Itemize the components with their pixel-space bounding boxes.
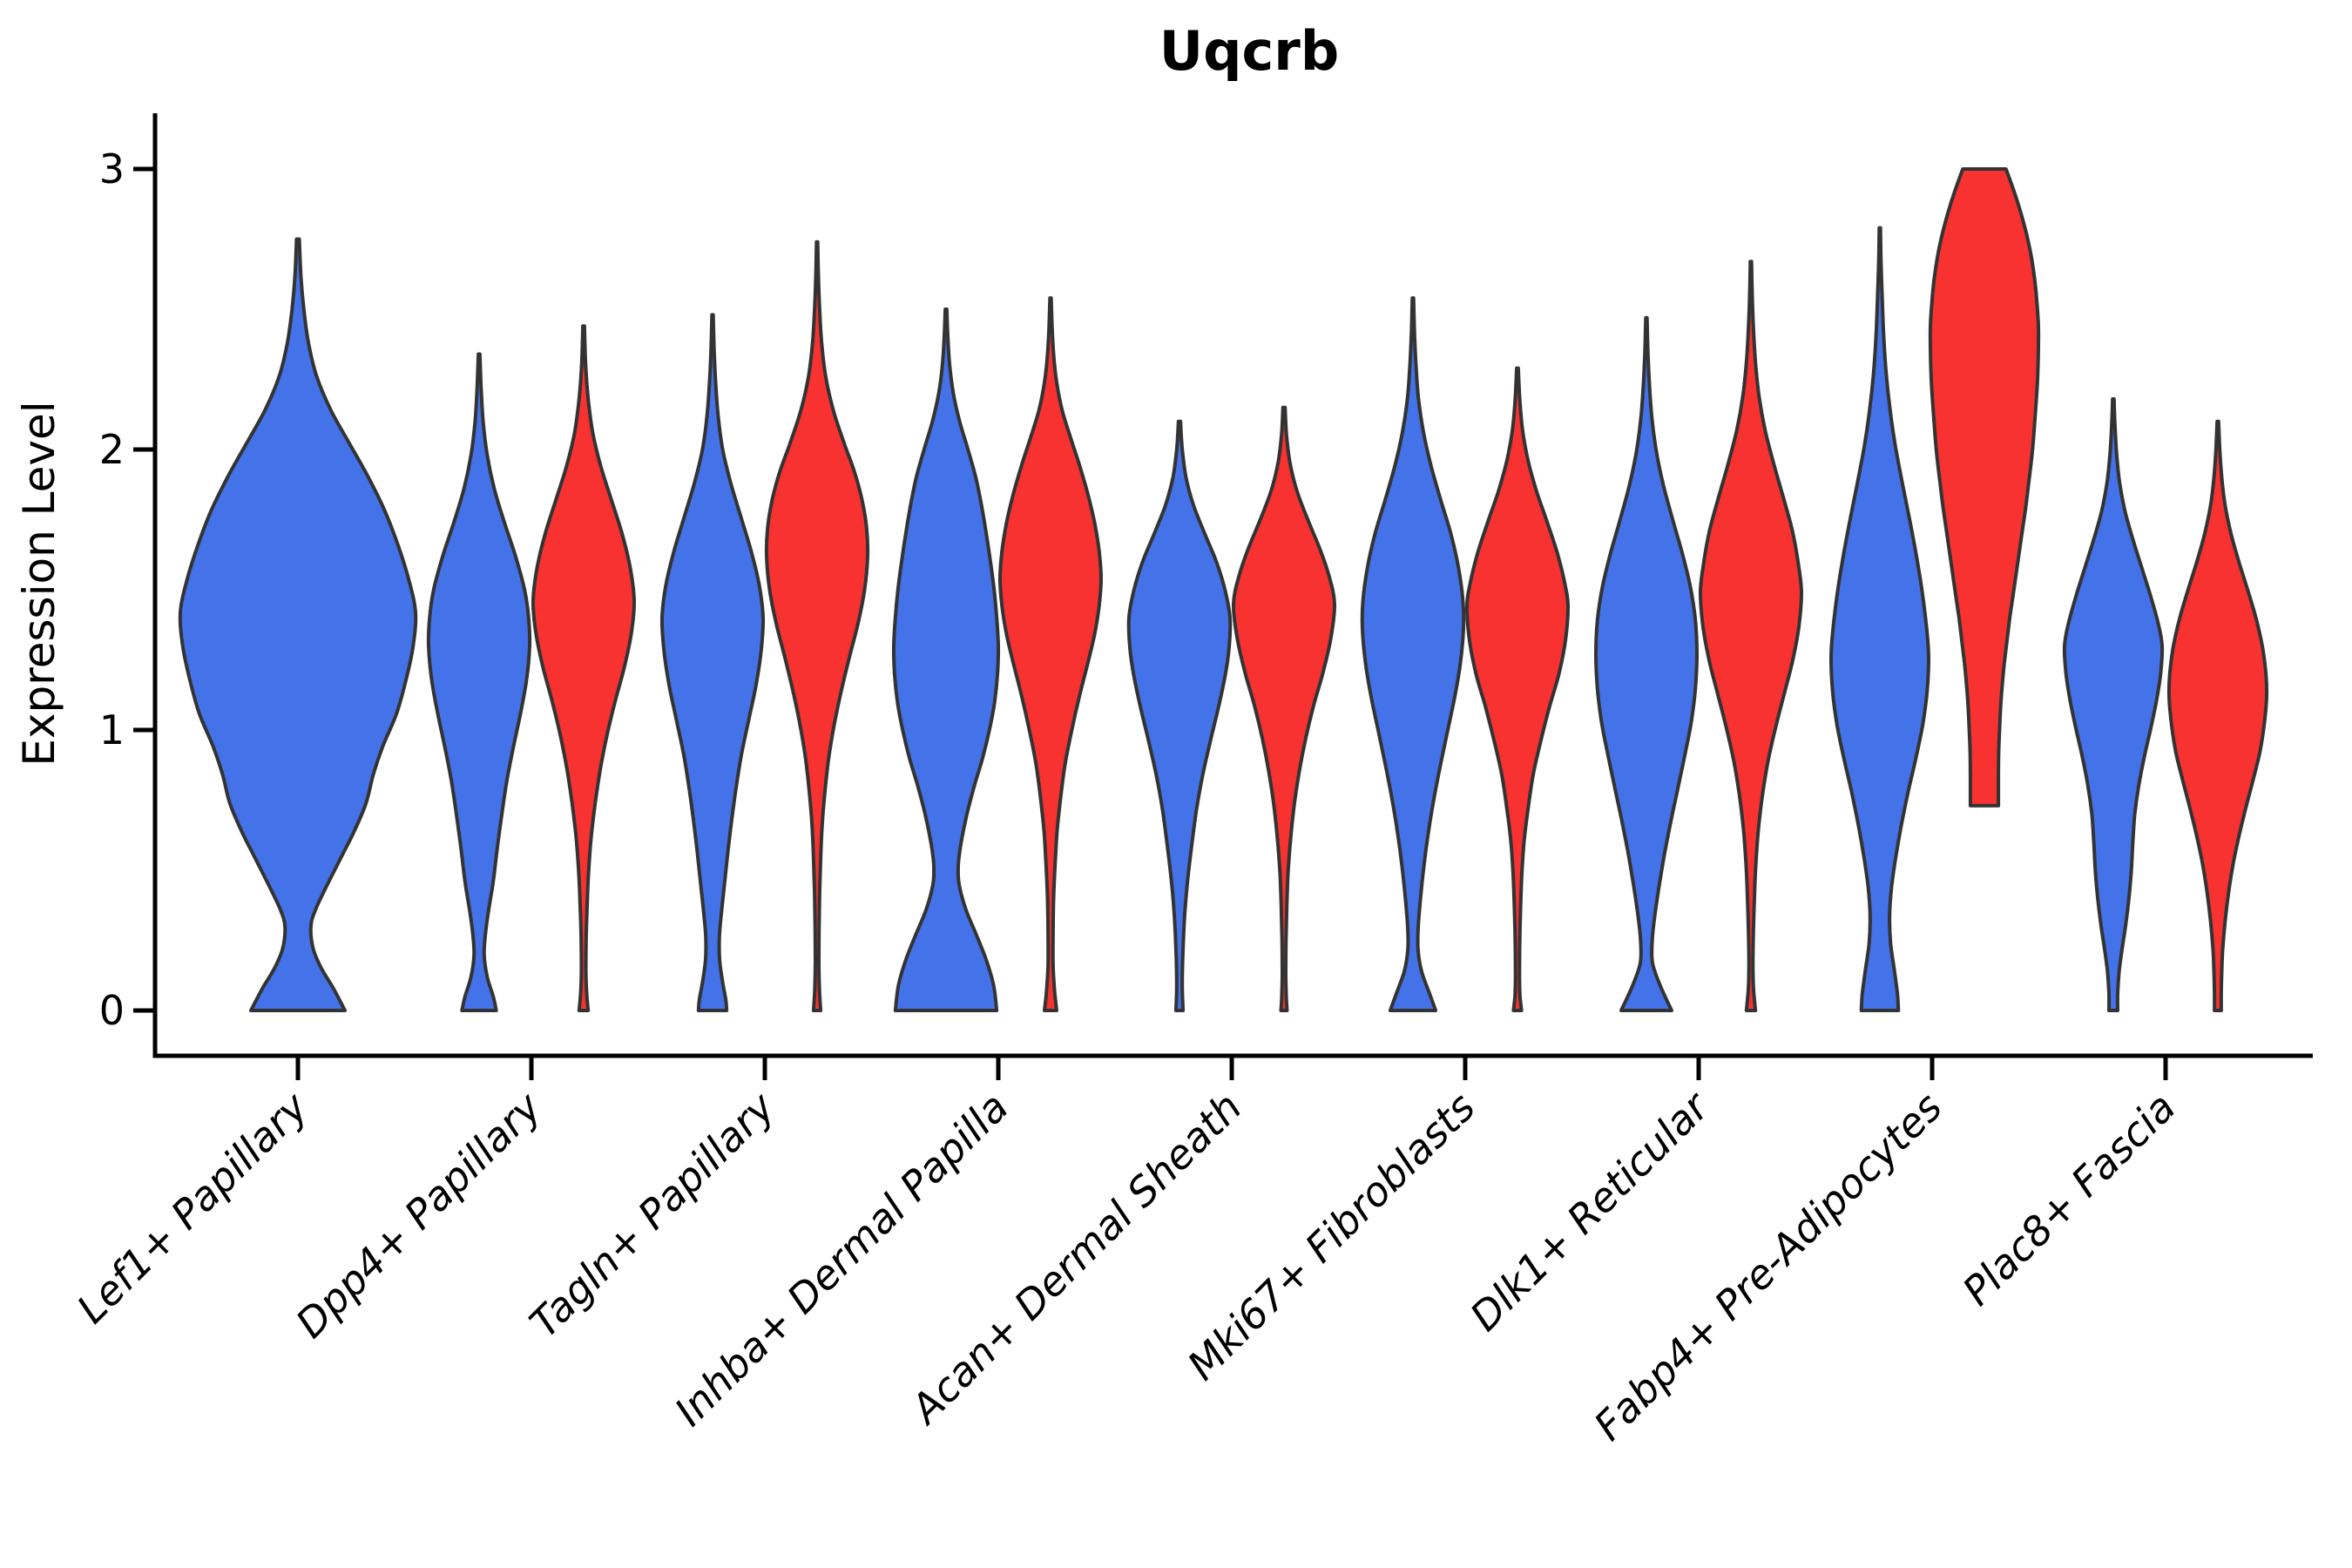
violin-dlk1-reticular-red — [1698, 260, 1804, 1012]
y-tick-label-2: 2 — [99, 426, 125, 473]
y-axis-label: Expression Level — [14, 401, 64, 766]
violin-mki67-fibroblasts-blue — [1360, 296, 1466, 1012]
violin-inhba-dermal-papilla-blue — [891, 308, 1001, 1012]
violin-lef1-papillary-blue — [178, 237, 418, 1012]
y-tick-label-0: 0 — [99, 987, 125, 1034]
violin-fabp4-pre-adipocytes-blue — [1828, 226, 1931, 1012]
violin-fabp4-pre-adipocytes-red — [1928, 167, 2041, 808]
violin-dpp4-papillary-blue — [426, 352, 532, 1012]
violin-tagln-papillary-red — [764, 240, 870, 1012]
chart-title: Uqcrb — [1159, 19, 1339, 83]
violin-acan-dermal-sheath-blue — [1126, 419, 1233, 1012]
violin-dpp4-papillary-red — [531, 324, 637, 1012]
violin-plac8-fascia-blue — [2062, 397, 2165, 1012]
y-tick-label-3: 3 — [99, 145, 125, 193]
violin-acan-dermal-sheath-red — [1231, 405, 1337, 1012]
violin-mki67-fibroblasts-red — [1464, 366, 1571, 1012]
violin-tagln-papillary-blue — [659, 313, 766, 1012]
violin-layer — [178, 167, 2269, 1012]
violin-plac8-fascia-red — [2166, 419, 2269, 1012]
y-tick-label-1: 1 — [99, 706, 125, 754]
violin-inhba-dermal-papilla-red — [998, 296, 1103, 1012]
violin-dlk1-reticular-blue — [1594, 315, 1699, 1012]
